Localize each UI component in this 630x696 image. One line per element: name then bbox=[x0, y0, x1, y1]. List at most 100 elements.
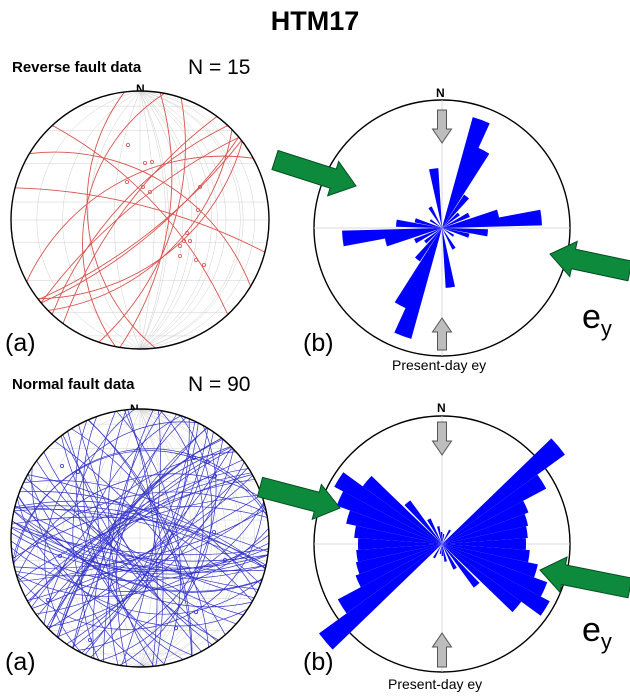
fault-pole-point bbox=[201, 262, 206, 267]
fault-pole-point bbox=[191, 455, 196, 460]
fault-plane-arc bbox=[14, 507, 266, 569]
rose-petal bbox=[319, 544, 442, 650]
fault-plane-arc bbox=[11, 520, 268, 575]
normal-extension-arrow-west bbox=[256, 476, 341, 521]
reverse-fault-poles bbox=[125, 142, 206, 267]
fault-plane-arc bbox=[116, 409, 154, 667]
fault-plane-arc bbox=[21, 486, 259, 590]
fault-pole-point bbox=[197, 184, 202, 189]
fault-pole-point bbox=[211, 530, 216, 535]
rose-petal bbox=[404, 500, 442, 544]
normal-stereonet-outline bbox=[10, 408, 270, 668]
normal-extension-arrow-east bbox=[539, 556, 630, 599]
reverse-count: N = 15 bbox=[188, 56, 251, 79]
rose-petal bbox=[442, 117, 490, 228]
fault-plane-arc bbox=[35, 461, 245, 615]
rose-petal bbox=[442, 544, 550, 616]
fault-plane-arc bbox=[16, 501, 265, 630]
reverse-present-day-caption: Present-day ey bbox=[392, 357, 487, 373]
fault-pole-point bbox=[181, 238, 186, 243]
rose-petal bbox=[414, 218, 442, 228]
fault-pole-point bbox=[205, 459, 210, 464]
normal-rose-petals bbox=[319, 438, 565, 650]
fault-plane-arc bbox=[81, 415, 182, 661]
fault-plane-arc bbox=[19, 491, 261, 585]
rose-petal bbox=[437, 526, 442, 544]
rose-petal bbox=[342, 228, 442, 247]
fault-plane-arc bbox=[11, 528, 269, 592]
fault-plane-arc bbox=[31, 467, 248, 627]
normal-fault-planes bbox=[11, 409, 269, 667]
rose-petal bbox=[427, 518, 442, 544]
rose-petal bbox=[442, 538, 526, 550]
normal-heading: Normal fault data bbox=[12, 376, 135, 393]
fault-plane-arc bbox=[16, 473, 263, 578]
rose-petal bbox=[346, 510, 442, 544]
rose-petal bbox=[442, 194, 470, 228]
rose-petal bbox=[442, 228, 455, 237]
fault-plane-arc bbox=[40, 136, 240, 304]
rose-petal bbox=[442, 544, 548, 597]
normal-panel-b-label: (b) bbox=[303, 648, 334, 676]
fault-plane-arc bbox=[98, 97, 186, 343]
rose-petal bbox=[442, 544, 538, 578]
fault-pole-point bbox=[46, 598, 51, 603]
fault-plane-arc bbox=[38, 140, 242, 300]
rose-petal bbox=[442, 544, 480, 588]
rose-petal bbox=[355, 544, 442, 575]
normal-ey-label: ey bbox=[582, 611, 612, 654]
fault-pole-point bbox=[184, 230, 189, 235]
fault-pole-point bbox=[177, 243, 182, 248]
fault-plane-arc bbox=[25, 477, 255, 599]
normal-present-day-caption: Present-day ey bbox=[388, 676, 483, 692]
normal-fault-poles bbox=[46, 455, 227, 643]
fault-pole-point bbox=[222, 558, 227, 563]
fault-plane-arc bbox=[87, 419, 193, 657]
fault-plane-arc bbox=[26, 155, 254, 282]
reverse-heading: Reverse fault data bbox=[12, 59, 142, 76]
normal-count: N = 90 bbox=[188, 373, 251, 396]
reverse-panel-b-label: (b) bbox=[303, 329, 334, 357]
fault-plane-arc bbox=[58, 437, 222, 639]
rose-petal bbox=[442, 212, 470, 228]
rose-petal bbox=[433, 544, 442, 559]
rose-petal bbox=[428, 206, 442, 228]
fault-plane-arc bbox=[99, 415, 213, 661]
fault-plane-arc bbox=[11, 527, 269, 571]
fault-plane-arc bbox=[127, 409, 158, 667]
fault-plane-arc bbox=[119, 92, 173, 348]
fault-plane-arc bbox=[11, 520, 269, 569]
rose-petal bbox=[384, 228, 442, 247]
normal-stereonet bbox=[10, 408, 270, 668]
rose-petal bbox=[442, 513, 529, 544]
rose-petal bbox=[429, 168, 442, 228]
rose-petal bbox=[442, 544, 530, 563]
fault-plane-arc bbox=[24, 478, 255, 597]
fault-pole-point bbox=[177, 253, 182, 258]
fault-plane-arc bbox=[116, 410, 181, 665]
rose-petal bbox=[396, 219, 442, 228]
fault-plane-arc bbox=[103, 414, 177, 662]
reverse-rose-petals bbox=[342, 117, 542, 339]
fault-plane-arc bbox=[14, 505, 266, 569]
fault-plane-arc bbox=[44, 421, 199, 654]
fault-plane-arc bbox=[76, 425, 217, 651]
fault-pole-point bbox=[187, 238, 192, 243]
rose-petal bbox=[362, 475, 442, 544]
fault-plane-arc bbox=[48, 129, 233, 311]
fault-plane-arc bbox=[15, 187, 266, 253]
reverse-fault-planes bbox=[15, 91, 266, 349]
rose-petal bbox=[442, 526, 528, 544]
fault-plane-arc bbox=[46, 448, 234, 628]
fault-plane-arc bbox=[27, 473, 252, 608]
fault-plane-arc bbox=[27, 475, 254, 601]
rose-petal bbox=[442, 474, 547, 544]
fault-plane-arc bbox=[82, 92, 165, 347]
rose-petal bbox=[439, 544, 442, 554]
normal-ey-arrow-north bbox=[431, 421, 453, 456]
fault-plane-arc bbox=[62, 434, 218, 642]
rose-petal bbox=[442, 228, 456, 250]
rose-petal bbox=[442, 544, 447, 562]
rose-petal bbox=[414, 228, 442, 244]
fault-plane-arc bbox=[11, 532, 269, 572]
